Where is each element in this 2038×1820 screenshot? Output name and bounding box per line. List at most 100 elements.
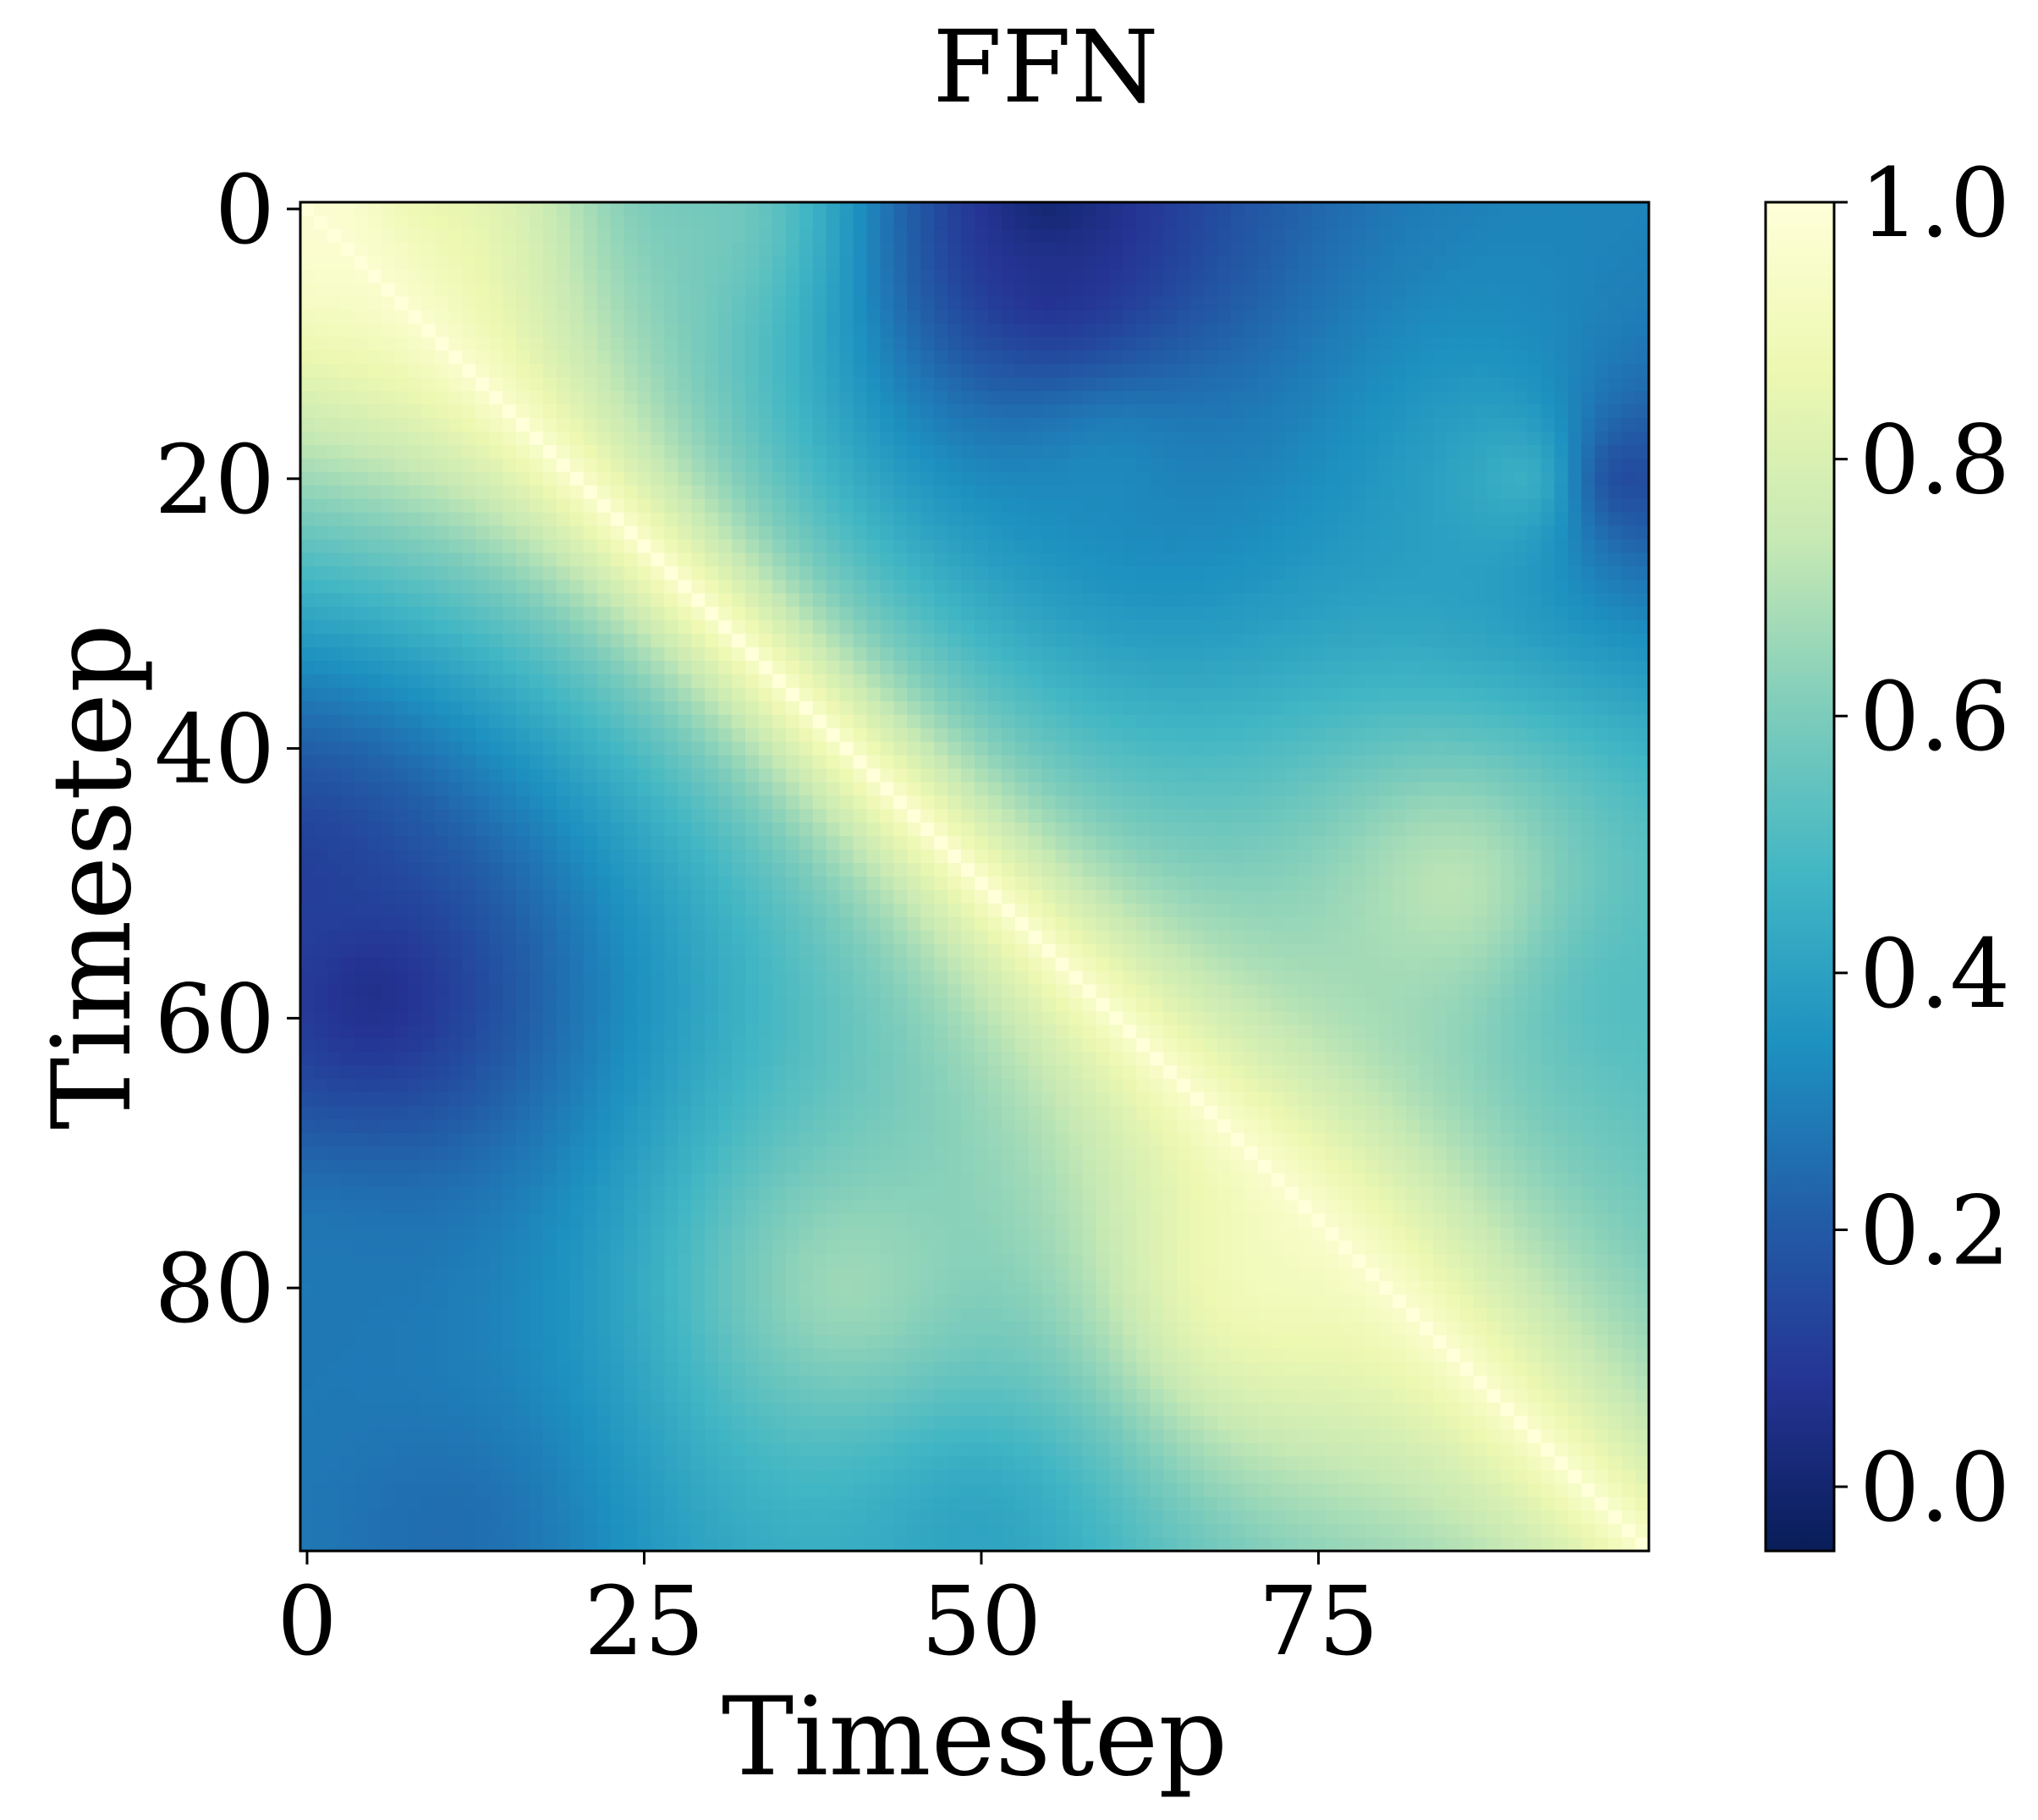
heatmap-cell	[745, 404, 760, 419]
heatmap-cell	[718, 377, 733, 392]
heatmap-cell	[1244, 471, 1259, 487]
heatmap-cell	[529, 620, 544, 635]
heatmap-cell	[1055, 539, 1070, 554]
heatmap-cell	[772, 714, 787, 729]
heatmap-cell	[812, 687, 827, 702]
heatmap-cell	[435, 593, 449, 608]
heatmap-cell	[1622, 431, 1636, 446]
heatmap-cell	[1379, 377, 1393, 392]
heatmap-cell	[772, 822, 787, 837]
heatmap-cell	[1622, 215, 1636, 230]
heatmap-cell	[1352, 660, 1366, 675]
heatmap-cell	[300, 660, 315, 675]
heatmap-cell	[1608, 674, 1623, 689]
heatmap-cell	[839, 607, 854, 621]
heatmap-cell	[1136, 512, 1151, 527]
heatmap-cell	[839, 755, 854, 770]
heatmap-cell	[1284, 850, 1299, 864]
heatmap-cell	[354, 687, 369, 702]
heatmap-cell	[1486, 863, 1502, 877]
heatmap-cell	[826, 525, 841, 541]
heatmap-cell	[1432, 822, 1447, 837]
heatmap-cell	[1325, 553, 1339, 567]
heatmap-cell	[1068, 377, 1084, 392]
heatmap-cell	[1190, 364, 1205, 378]
heatmap-cell	[758, 458, 773, 473]
heatmap-cell	[678, 701, 692, 716]
heatmap-cell	[435, 296, 449, 311]
heatmap-cell	[489, 323, 503, 338]
heatmap-cell	[880, 850, 894, 864]
heatmap-cell	[475, 364, 490, 378]
heatmap-cell	[1393, 296, 1407, 311]
heatmap-cell	[1041, 580, 1057, 594]
heatmap-cell	[812, 512, 827, 527]
heatmap-cell	[772, 674, 787, 689]
heatmap-cell	[1420, 701, 1434, 716]
heatmap-cell	[448, 566, 463, 580]
heatmap-cell	[1352, 822, 1366, 837]
heatmap-cell	[853, 256, 868, 271]
heatmap-cell	[1028, 674, 1043, 689]
heatmap-cell	[462, 782, 476, 796]
heatmap-cell	[1379, 566, 1393, 580]
heatmap-cell	[300, 444, 315, 459]
heatmap-cell	[1203, 809, 1218, 823]
heatmap-cell	[408, 634, 423, 648]
heatmap-cell	[381, 687, 396, 702]
heatmap-cell	[1177, 391, 1191, 405]
heatmap-cell	[799, 458, 814, 473]
heatmap-cell	[542, 269, 558, 284]
heatmap-cell	[839, 822, 854, 837]
heatmap-cell	[1325, 660, 1339, 675]
heatmap-cell	[718, 714, 733, 729]
heatmap-cell	[758, 728, 773, 743]
heatmap-cell	[678, 539, 692, 554]
heatmap-cell	[705, 768, 719, 784]
heatmap-cell	[732, 634, 746, 648]
heatmap-cell	[975, 202, 989, 217]
heatmap-cell	[381, 539, 396, 554]
heatmap-cell	[920, 822, 935, 837]
heatmap-cell	[1446, 269, 1461, 284]
heatmap-cell	[1257, 566, 1272, 580]
heatmap-cell	[1622, 728, 1636, 743]
heatmap-cell	[678, 337, 692, 351]
heatmap-cell	[1123, 553, 1137, 567]
heatmap-cell	[651, 539, 665, 554]
heatmap-cell	[691, 310, 706, 325]
heatmap-cell	[1109, 485, 1123, 500]
heatmap-cell	[1473, 269, 1488, 284]
heatmap-cell	[678, 607, 692, 621]
heatmap-cell	[542, 728, 558, 743]
heatmap-cell	[1244, 836, 1259, 850]
heatmap-cell	[1527, 269, 1542, 284]
heatmap-cell	[1082, 539, 1097, 554]
heatmap-cell	[1203, 228, 1218, 244]
heatmap-cell	[758, 755, 773, 770]
heatmap-cell	[812, 863, 827, 877]
heatmap-cell	[394, 323, 409, 338]
heatmap-cell	[503, 809, 517, 823]
heatmap-cell	[664, 782, 678, 796]
heatmap-cell	[839, 350, 854, 365]
heatmap-cell	[678, 228, 692, 244]
heatmap-cell	[556, 687, 571, 702]
heatmap-cell	[1459, 364, 1475, 378]
heatmap-cell	[1203, 850, 1218, 864]
heatmap-cell	[758, 525, 773, 541]
heatmap-cell	[408, 458, 423, 473]
heatmap-cell	[1014, 228, 1030, 244]
heatmap-cell	[880, 660, 894, 675]
heatmap-cell	[1635, 444, 1650, 459]
heatmap-cell	[1150, 687, 1164, 702]
heatmap-cell	[1352, 553, 1366, 567]
heatmap-cell	[839, 444, 854, 459]
heatmap-cell	[1325, 634, 1339, 648]
heatmap-cell	[300, 202, 315, 217]
heatmap-cell	[475, 323, 490, 338]
heatmap-cell	[1230, 350, 1245, 365]
heatmap-cell	[961, 525, 975, 541]
heatmap-cell	[1486, 755, 1502, 770]
heatmap-cell	[1284, 323, 1299, 338]
